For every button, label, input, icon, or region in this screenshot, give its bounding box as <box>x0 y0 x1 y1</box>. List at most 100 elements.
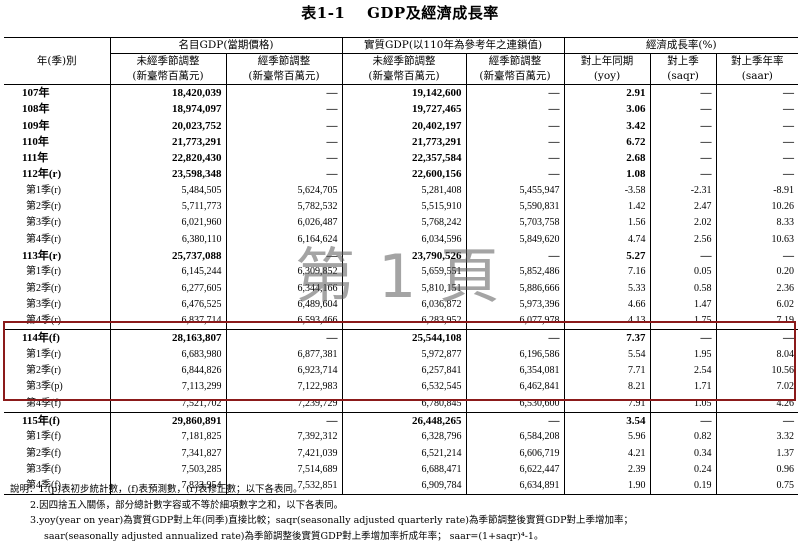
nominal-adjusted-cell: — <box>225 166 343 183</box>
saar-cell: — <box>715 329 799 347</box>
nominal-adjusted-cell: 7,392,312 <box>225 429 343 446</box>
saar-cell: 3.32 <box>715 429 799 446</box>
saqr-cell: 0.19 <box>649 478 717 496</box>
nominal-adjusted-cell: 6,923,714 <box>225 363 343 380</box>
saar-cell: -8.91 <box>715 182 799 200</box>
row-label: 110年 <box>22 135 49 148</box>
nominal-gdp-header: 名目GDP(當期價格) <box>109 37 343 54</box>
row-label: 第4季(r) <box>26 233 61 245</box>
real-adjusted-cell: — <box>465 133 565 151</box>
real-adjusted-cell: 5,849,620 <box>465 231 565 248</box>
yoy-cell: 3.54 <box>563 411 651 430</box>
real-adjusted-cell: — <box>465 411 565 430</box>
saar-cell: — <box>715 84 799 102</box>
row-label: 第4季(f) <box>4 478 110 496</box>
yoy-cell: 2.91 <box>563 84 651 102</box>
notes-section: 說明：1.(p)表初步統計數，(f)表預測數，(r)表修正數；以下各表同。 2.… <box>10 482 795 544</box>
real-adjusted-cell: — <box>465 150 565 167</box>
nominal-adjusted-cell: — <box>225 117 343 134</box>
real-adjusted-cell: 5,590,831 <box>465 199 565 216</box>
nominal-unadjusted-cell: 7,521,702 <box>109 395 226 413</box>
yoy-cell: 1.90 <box>563 478 651 496</box>
yoy-header: 對上年同期 <box>563 53 651 69</box>
nominal-unadjusted-cell: 6,380,110 <box>109 231 226 248</box>
saar-cell: 0.96 <box>715 461 799 479</box>
quarter-row: 第3季(f) 7,503,285 7,514,689 6,688,471 6,622,4… <box>4 461 799 479</box>
row-label: 第2季(r) <box>26 282 61 294</box>
nominal-unadjusted-cell: 28,163,807 <box>109 329 226 347</box>
saqr-cell: -2.31 <box>649 182 717 200</box>
row-label: 111年 <box>22 152 49 165</box>
note-line: 說明：1.(p)表初步統計數，(f)表預測數，(r)表修正數；以下各表同。 <box>10 484 303 495</box>
nominal-unadjusted-cell: 6,145,244 <box>109 264 226 281</box>
quarter-row: 第1季(r) 6,145,244 6,309,852 5,659,551 5,852,4… <box>4 264 799 281</box>
saqr-cell: 2.02 <box>649 215 717 232</box>
quarter-row: 第2季(r) 6,844,826 6,923,714 6,257,841 6,354,0… <box>4 363 799 380</box>
real-unadjusted-cell: 6,036,872 <box>341 296 467 314</box>
nominal-unadjusted-cell: 6,844,826 <box>109 363 226 380</box>
nominal-unadjusted-cell: 21,773,291 <box>109 133 226 151</box>
unit-label: (新臺幣百萬元) <box>225 69 343 85</box>
row-label: 112年(r) <box>22 168 62 181</box>
real-adjusted-cell: 6,196,586 <box>465 346 565 364</box>
nominal-unadjusted-cell: 29,860,891 <box>109 411 226 430</box>
saar-cell: 8.33 <box>715 215 799 232</box>
nominal-adjusted-cell: — <box>225 247 343 265</box>
row-label: 109年 <box>22 119 50 132</box>
real-adjusted-cell: — <box>465 329 565 347</box>
yoy-cell: 1.08 <box>563 166 651 183</box>
nominal-adjusted-cell: 7,421,039 <box>225 445 343 462</box>
real-unadjusted-cell: 5,972,877 <box>341 346 467 364</box>
row-label: 第4季(r) <box>26 315 61 327</box>
quarter-row: 第1季(f) 7,181,825 7,392,312 6,328,796 6,584,2… <box>4 429 799 446</box>
real-unadjusted-cell: 6,034,596 <box>341 231 467 248</box>
yoy-cell: 1.56 <box>563 215 651 232</box>
nominal-unadjusted-cell: 6,021,960 <box>109 215 226 232</box>
quarter-row: 第3季(r) 6,476,525 6,489,604 6,036,872 5,973,3… <box>4 296 799 314</box>
saar-cell: 7.02 <box>715 379 799 396</box>
nominal-adjusted-cell: — <box>225 150 343 167</box>
real-adjusted-cell: 5,886,666 <box>465 280 565 297</box>
annual-row: 110年 21,773,291—21,773,291—6.72— — <box>4 133 799 151</box>
saar-cell: — <box>715 101 799 118</box>
annual-row: 113年(r) 25,737,088—23,790,526—5.27— — <box>4 247 799 265</box>
saqr-cell: — <box>649 329 717 347</box>
real-unadjusted-cell: 5,810,151 <box>341 280 467 297</box>
annual-row: 107年 18,420,039—19,142,600—2.91— — <box>4 84 799 102</box>
real-unadjusted-cell: 6,909,784 <box>341 478 467 496</box>
yoy-cell: 8.21 <box>563 379 651 396</box>
real-adjusted-cell: — <box>465 84 565 102</box>
nominal-unadjusted-cell: 5,484,505 <box>109 182 226 200</box>
real-unadjusted-cell: 5,659,551 <box>341 264 467 281</box>
nominal-adjusted-cell: — <box>225 133 343 151</box>
nominal-adjusted-cell: 5,624,705 <box>225 182 343 200</box>
saar-cell: 8.04 <box>715 346 799 364</box>
table-number: 表1-1 <box>301 4 346 22</box>
row-label: 第1季(r) <box>26 266 61 278</box>
saar-cell: 10.26 <box>715 199 799 216</box>
real-unadjusted-cell: 6,283,952 <box>341 313 467 330</box>
real-adjusted-cell: 5,455,947 <box>465 182 565 200</box>
saar-cell: — <box>715 411 799 430</box>
yoy-cell: 1.42 <box>563 199 651 216</box>
real-unadjusted-cell: 6,532,545 <box>341 379 467 396</box>
row-label-header: 年(季)別 <box>4 37 110 85</box>
saar-header: 對上季年率 <box>715 53 799 69</box>
yoy-cell: 5.96 <box>563 429 651 446</box>
real-adjusted-cell: 6,530,600 <box>465 395 565 413</box>
yoy-cell: 5.27 <box>563 247 651 265</box>
real-unadjusted-cell: 5,515,910 <box>341 199 467 216</box>
note-line: saar(seasonally adjusted annualized rate… <box>44 530 544 542</box>
nominal-unadjusted-cell: 22,820,430 <box>109 150 226 167</box>
saqr-cell: 1.05 <box>649 395 717 413</box>
row-label: 第1季(r) <box>26 348 61 360</box>
row-label: 第2季(f) <box>26 447 61 459</box>
saqr-cell: 2.56 <box>649 231 717 248</box>
saar-cell: — <box>715 150 799 167</box>
real-unadjusted-cell: 6,328,796 <box>341 429 467 446</box>
real-adjusted-cell: — <box>465 166 565 183</box>
growth-rate-header: 經濟成長率(%) <box>563 37 799 54</box>
nominal-adjusted-cell: — <box>225 101 343 118</box>
real-unadjusted-cell: 6,688,471 <box>341 461 467 479</box>
real-unadjusted-cell: 21,773,291 <box>341 133 467 151</box>
